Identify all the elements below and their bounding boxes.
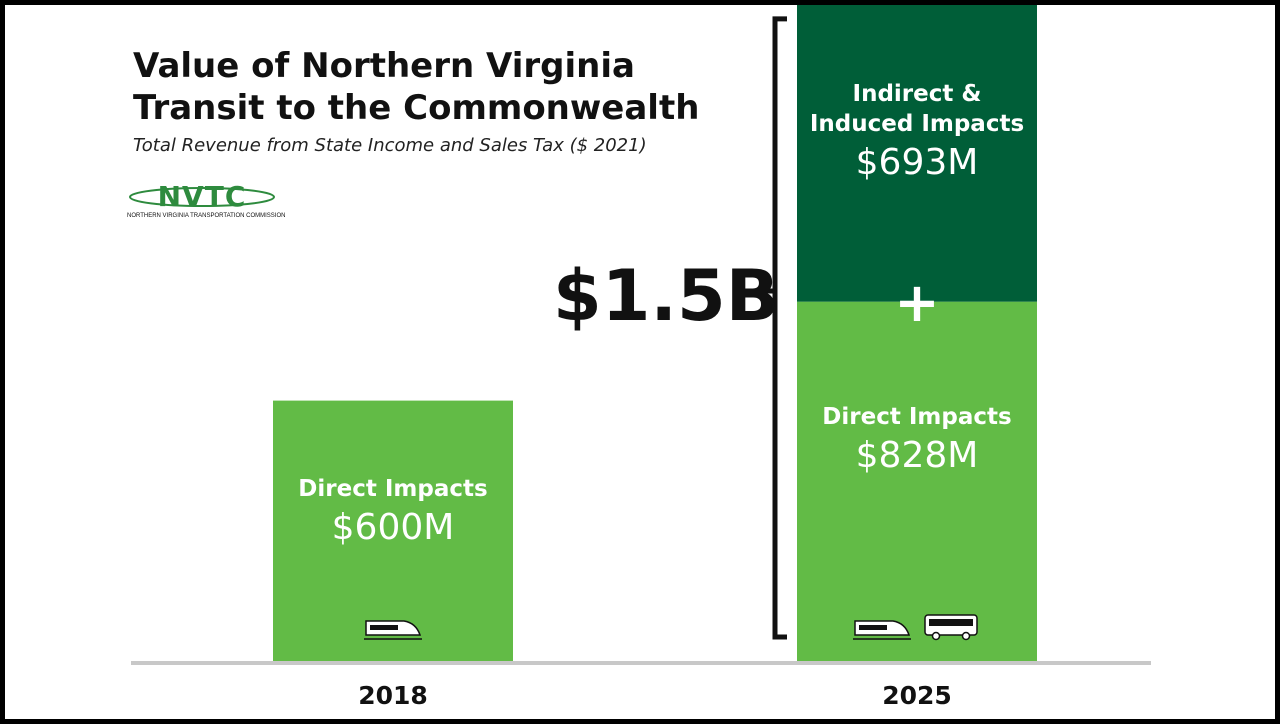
- logo-tagline: NORTHERN VIRGINIA TRANSPORTATION COMMISS…: [127, 213, 286, 219]
- bus-icon-2025: [924, 614, 978, 641]
- bar-2018-0: [273, 400, 513, 661]
- nvtc-logo: NVTC NORTHERN VIRGINIA TRANSPORTATION CO…: [127, 180, 286, 227]
- total-annotation-label: $1.5B: [553, 255, 780, 337]
- data-label-2025-0: $828M: [855, 435, 979, 477]
- bar-label-2025-1: Indirect & Induced Impacts: [809, 80, 1025, 137]
- train-icon-2018: [364, 620, 422, 640]
- x-tick-label-2025: 2025: [882, 681, 952, 710]
- x-axis-line: [131, 661, 1151, 665]
- logo-swoosh-icon: [129, 187, 275, 207]
- plus-sign: +: [894, 270, 940, 334]
- train-icon-2025: [853, 620, 911, 640]
- chart-frame: Value of Northern Virginia Transit to th…: [5, 5, 1275, 719]
- bar-2025-1: [797, 5, 1037, 302]
- chart-title: Value of Northern Virginia Transit to th…: [133, 46, 700, 128]
- bar-2025-0: [797, 301, 1037, 661]
- bar-label-2025-0: Direct Impacts: [822, 404, 1012, 431]
- x-tick-label-2018: 2018: [358, 681, 428, 710]
- data-label-2018-0: $600M: [331, 506, 455, 548]
- total-bracket: [761, 16, 787, 640]
- logo-text: NVTC: [157, 180, 247, 213]
- chart-svg: [131, 5, 1151, 665]
- bar-label-2018-0: Direct Impacts: [298, 475, 488, 502]
- chart-subtitle: Total Revenue from State Income and Sale…: [133, 135, 647, 156]
- data-label-2025-1: $693M: [855, 141, 979, 183]
